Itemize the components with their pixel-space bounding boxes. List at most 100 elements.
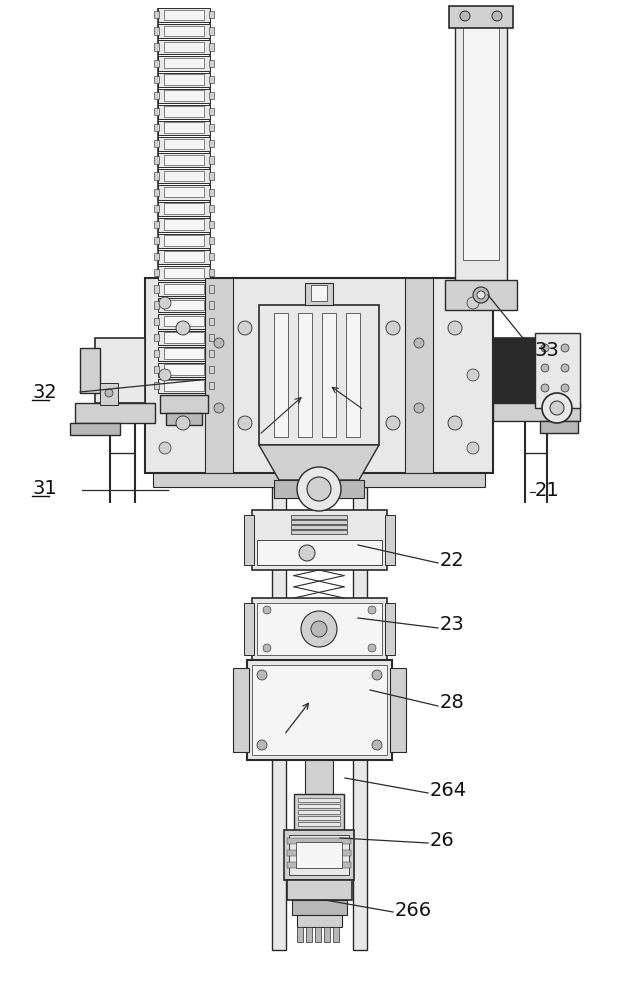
Circle shape — [448, 321, 462, 335]
Text: 21: 21 — [535, 481, 560, 499]
Polygon shape — [259, 445, 379, 480]
Bar — [164, 235, 204, 246]
Bar — [154, 189, 159, 196]
Bar — [158, 202, 210, 216]
Bar — [257, 603, 382, 655]
Circle shape — [414, 403, 424, 413]
Bar — [540, 421, 578, 433]
Circle shape — [550, 401, 564, 415]
Bar — [154, 301, 159, 309]
Bar — [445, 280, 517, 310]
Bar — [158, 121, 210, 135]
Bar — [244, 603, 254, 655]
Circle shape — [467, 442, 479, 454]
Bar — [164, 268, 204, 278]
Text: 28: 28 — [440, 694, 464, 712]
Bar — [164, 284, 204, 294]
Circle shape — [473, 287, 489, 303]
Bar — [346, 313, 360, 437]
Text: 264: 264 — [430, 780, 467, 800]
Bar — [153, 473, 485, 487]
Bar — [164, 42, 204, 52]
Bar — [244, 515, 254, 565]
Bar — [291, 525, 347, 529]
Bar — [164, 58, 204, 68]
Bar — [209, 76, 214, 83]
Bar — [164, 364, 204, 375]
Bar — [158, 73, 210, 87]
Bar — [154, 108, 159, 115]
Circle shape — [307, 477, 331, 501]
Bar — [154, 60, 159, 67]
Bar — [209, 318, 214, 325]
Bar — [259, 305, 379, 445]
Bar — [294, 794, 344, 832]
Bar — [287, 850, 351, 856]
Bar — [209, 189, 214, 196]
Bar — [158, 89, 210, 103]
Circle shape — [492, 11, 502, 21]
Bar — [209, 253, 214, 260]
Bar — [209, 334, 214, 341]
Circle shape — [214, 338, 224, 348]
Bar — [298, 816, 340, 820]
Text: 26: 26 — [430, 830, 454, 850]
Circle shape — [414, 338, 424, 348]
Bar — [158, 347, 210, 361]
Bar — [493, 403, 580, 421]
Circle shape — [372, 670, 382, 680]
Bar — [154, 382, 159, 389]
Circle shape — [257, 670, 267, 680]
Bar — [298, 810, 340, 814]
Circle shape — [467, 297, 479, 309]
Bar — [297, 915, 342, 927]
Bar — [154, 366, 159, 373]
Bar — [145, 278, 493, 473]
Bar — [305, 283, 333, 305]
Bar — [158, 379, 210, 393]
Bar — [209, 366, 214, 373]
Bar — [298, 822, 340, 826]
Bar — [209, 382, 214, 389]
Bar — [154, 11, 159, 18]
Circle shape — [368, 644, 376, 652]
Bar — [158, 218, 210, 232]
Bar — [154, 205, 159, 212]
Circle shape — [301, 611, 337, 647]
Bar — [154, 334, 159, 341]
Bar — [154, 92, 159, 99]
Bar — [209, 350, 214, 357]
Bar — [291, 530, 347, 534]
Circle shape — [257, 740, 267, 750]
Bar — [390, 668, 406, 752]
Circle shape — [561, 344, 569, 352]
Bar — [291, 520, 347, 524]
Bar — [158, 169, 210, 183]
Bar — [284, 830, 354, 880]
Bar — [154, 156, 159, 164]
Circle shape — [542, 393, 572, 423]
Bar — [158, 56, 210, 71]
Circle shape — [368, 606, 376, 614]
Circle shape — [263, 606, 271, 614]
Bar — [164, 187, 204, 197]
Bar — [287, 862, 351, 868]
Bar — [257, 540, 382, 565]
Text: 33: 33 — [535, 340, 560, 360]
Bar — [252, 665, 387, 755]
Bar — [209, 108, 214, 115]
Bar — [164, 348, 204, 359]
Circle shape — [477, 291, 485, 299]
Bar — [272, 487, 286, 950]
Bar — [95, 338, 145, 403]
Bar — [209, 301, 214, 309]
Bar — [287, 838, 351, 844]
Bar — [209, 140, 214, 147]
Bar — [209, 269, 214, 276]
Bar — [158, 24, 210, 38]
Bar — [164, 171, 204, 181]
Circle shape — [386, 416, 400, 430]
Bar — [154, 318, 159, 325]
Bar — [164, 122, 204, 133]
Bar — [158, 266, 210, 280]
